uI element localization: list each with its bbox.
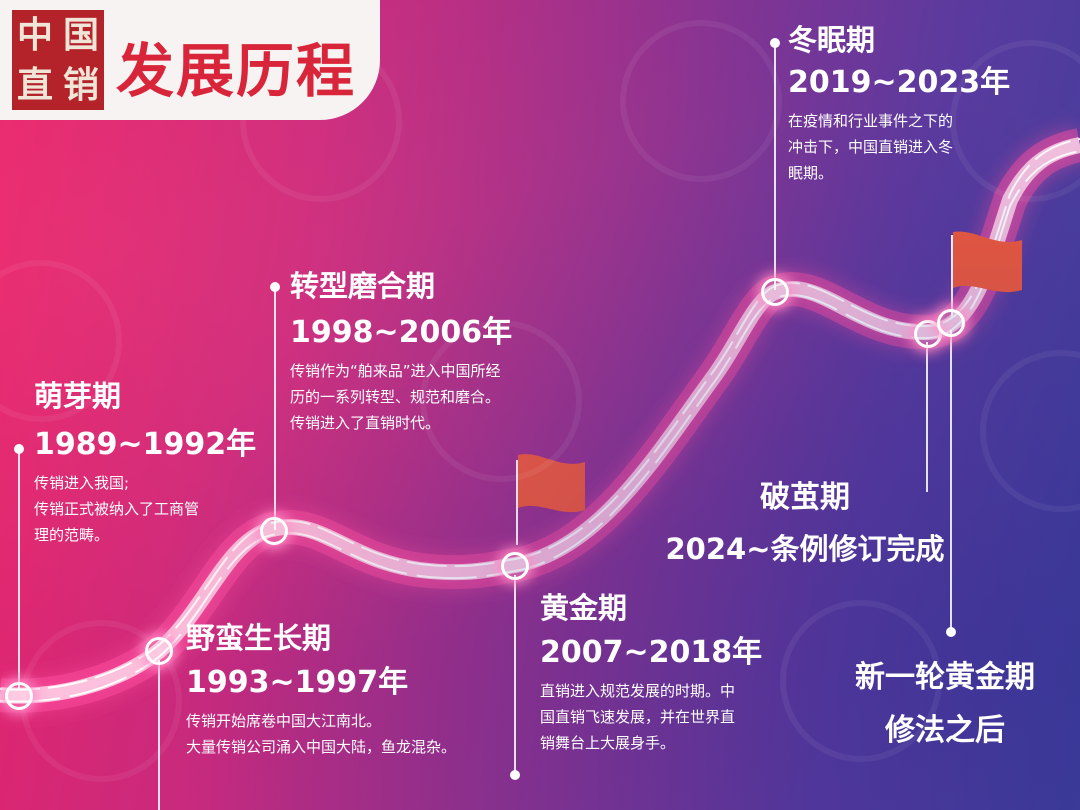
watermark-circle: [780, 600, 942, 762]
desc-line: 冲击下，中国直销进入冬: [788, 138, 954, 156]
desc-line: 国直销飞速发展，并在世界直: [540, 708, 736, 726]
pin-dot: [14, 444, 24, 454]
desc-line: 传销正式被纳入了工商管: [34, 500, 200, 518]
stage-breakthrough: 破茧期 2024~条例修订完成: [660, 478, 950, 570]
stage-hibernation: 冬眠期 2019~2023年 在疫情和行业事件之下的 冲击下，中国直销进入冬 眠…: [788, 20, 1010, 186]
watermark-circle: [0, 260, 122, 422]
pin-line: [18, 450, 20, 690]
timeline-node: [501, 552, 529, 580]
stage-years: 1993~1997年: [186, 665, 409, 700]
timeline-node: [761, 278, 789, 306]
stage-sprout: 萌芽期 1989~1992年 传销进入我国; 传销正式被纳入了工商管 理的范畴。: [34, 376, 256, 548]
logo-char: 直: [16, 64, 53, 106]
timeline-node: [145, 637, 173, 665]
page-title: 发展历程: [116, 37, 357, 105]
desc-line: 传销开始席卷中国大江南北。: [186, 712, 382, 730]
stage-years: 修法之后: [885, 713, 1005, 748]
timeline-node: [260, 517, 288, 545]
watermark-circle: [620, 20, 782, 182]
desc-line: 眠期。: [788, 164, 834, 182]
stage-name: 黄金期: [540, 591, 628, 625]
desc-line: 传销进入我国;: [34, 474, 130, 492]
desc-line: 销舞台上大展身手。: [540, 734, 676, 752]
stage-name: 冬眠期: [788, 23, 876, 57]
logo: 中 国 直 销: [12, 10, 104, 110]
desc-line: 在疫情和行业事件之下的: [788, 112, 954, 130]
stage-years: 2019~2023年: [788, 65, 1011, 100]
stage-new-golden: 新一轮黄金期 修法之后: [840, 658, 1050, 752]
flag-icon: [951, 231, 1022, 318]
stage-years: 1989~1992年: [34, 427, 257, 462]
pin-line: [514, 575, 516, 775]
stage-transition: 转型磨合期 1998~2006年 传销作为“舶来品”进入中国所经 历的一系列转型…: [290, 266, 512, 436]
desc-line: 传销作为“舶来品”进入中国所经: [290, 362, 501, 380]
pin-line: [158, 660, 160, 810]
pin-dot: [770, 38, 780, 48]
header-panel: 中 国 直 销 发展历程: [0, 0, 380, 120]
timeline-node: [5, 682, 33, 710]
stage-name: 转型磨合期: [290, 269, 436, 303]
stage-description: 传销进入我国; 传销正式被纳入了工商管 理的范畴。: [34, 470, 256, 548]
stage-years: 2024~条例修订完成: [665, 532, 945, 566]
pin-line: [950, 330, 952, 630]
logo-char: 国: [62, 14, 99, 56]
stage-description: 直销进入规范发展的时期。中 国直销飞速发展，并在世界直 销舞台上大展身手。: [540, 678, 762, 756]
pin-dot: [270, 282, 280, 292]
stage-golden: 黄金期 2007~2018年 直销进入规范发展的时期。中 国直销飞速发展，并在世…: [540, 588, 762, 756]
stage-name: 萌芽期: [34, 379, 122, 413]
stage-name: 破茧期: [760, 480, 850, 515]
desc-line: 历的一系列转型、规范和磨合。: [290, 388, 501, 406]
stage-years: 1998~2006年: [290, 315, 513, 350]
desc-line: 直销进入规范发展的时期。中: [540, 682, 736, 700]
pin-line: [926, 342, 928, 492]
stage-description: 传销开始席卷中国大江南北。 大量传销公司涌入中国大陆，鱼龙混杂。: [186, 708, 456, 760]
pin-line: [274, 290, 276, 530]
timeline-node: [937, 309, 965, 337]
stage-description: 传销作为“舶来品”进入中国所经 历的一系列转型、规范和磨合。 传销进入了直销时代…: [290, 358, 512, 436]
stage-years: 2007~2018年: [540, 635, 763, 670]
desc-line: 传销进入了直销时代。: [290, 414, 441, 432]
stage-name: 野蛮生长期: [186, 621, 332, 655]
desc-line: 理的范畴。: [34, 526, 110, 544]
stage-wild-growth: 野蛮生长期 1993~1997年 传销开始席卷中国大江南北。 大量传销公司涌入中…: [186, 618, 456, 760]
watermark-circle: [420, 320, 582, 482]
logo-char: 中: [16, 14, 53, 56]
watermark-circle: [950, 40, 1080, 202]
stage-name: 新一轮黄金期: [855, 660, 1035, 695]
pin-line: [774, 45, 776, 290]
logo-char: 销: [62, 64, 99, 106]
timeline-node: [914, 320, 942, 348]
stage-description: 在疫情和行业事件之下的 冲击下，中国直销进入冬 眠期。: [788, 108, 1010, 186]
pin-dot: [510, 770, 520, 780]
pin-dot: [946, 627, 956, 637]
desc-line: 大量传销公司涌入中国大陆，鱼龙混杂。: [186, 738, 457, 756]
